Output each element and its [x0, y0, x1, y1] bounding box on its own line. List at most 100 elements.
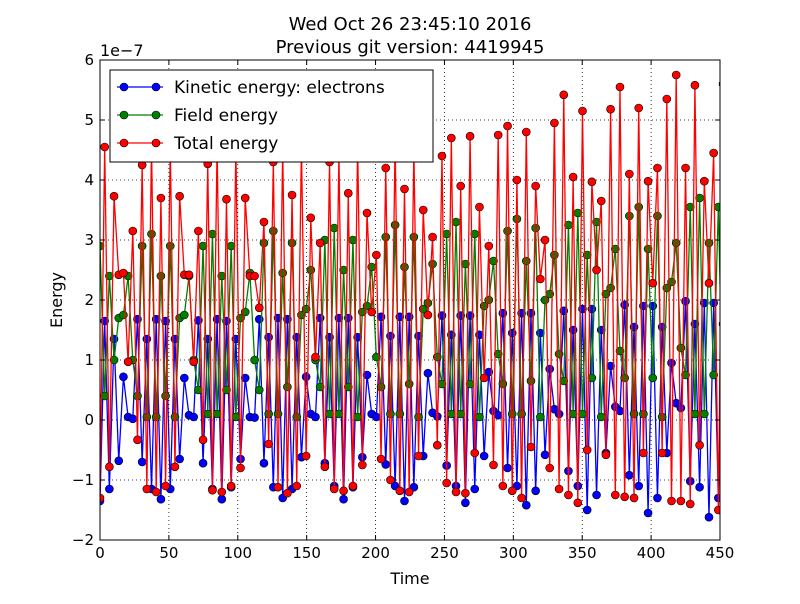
data-point	[507, 486, 517, 496]
data-point	[671, 238, 681, 248]
data-point	[376, 382, 386, 392]
data-point	[100, 142, 109, 152]
data-point	[194, 226, 203, 236]
data-point	[386, 409, 395, 419]
data-point	[119, 372, 128, 382]
data-point	[367, 307, 376, 317]
data-point	[189, 412, 198, 422]
data-point	[423, 368, 433, 378]
data-point	[667, 496, 676, 506]
data-point	[578, 409, 587, 419]
data-point	[100, 493, 105, 503]
data-point	[404, 487, 414, 497]
data-point	[423, 310, 433, 320]
data-point	[250, 271, 259, 281]
data-point	[170, 462, 180, 472]
data-point	[704, 512, 714, 522]
data-point	[545, 364, 555, 374]
data-point	[128, 226, 138, 236]
data-point	[643, 176, 653, 186]
data-point	[165, 241, 175, 251]
data-point	[170, 412, 180, 422]
data-point	[348, 481, 358, 491]
data-point	[526, 376, 536, 386]
data-point	[479, 373, 489, 383]
data-point	[409, 232, 419, 242]
data-point	[564, 490, 573, 500]
data-point	[526, 442, 536, 452]
data-point	[404, 379, 414, 389]
data-point	[109, 355, 119, 365]
data-point	[489, 460, 498, 470]
data-point	[428, 232, 437, 242]
data-point	[208, 485, 217, 495]
data-point	[362, 208, 372, 218]
data-point	[161, 481, 170, 491]
data-point	[639, 448, 648, 458]
data-point	[531, 486, 540, 496]
data-point	[386, 475, 395, 485]
data-point	[592, 265, 601, 275]
data-point	[198, 458, 208, 468]
data-point	[180, 310, 189, 320]
x-tick-label: 50	[159, 544, 178, 562]
data-point	[606, 104, 615, 114]
data-point	[400, 496, 409, 506]
data-point	[123, 357, 133, 367]
data-point	[105, 484, 114, 494]
data-point	[648, 278, 658, 288]
data-point	[484, 295, 494, 305]
data-point	[587, 177, 597, 187]
data-point	[432, 440, 442, 450]
data-point	[395, 409, 405, 419]
data-point	[521, 256, 531, 266]
data-point	[620, 492, 629, 502]
data-point	[685, 499, 695, 509]
data-point	[681, 296, 690, 306]
data-point	[634, 481, 644, 491]
data-point	[629, 409, 639, 419]
data-point	[142, 412, 152, 422]
data-point	[550, 250, 559, 260]
data-point	[236, 463, 245, 473]
data-point	[175, 191, 184, 201]
data-point	[240, 307, 250, 317]
data-point	[498, 379, 508, 389]
data-point	[315, 382, 325, 392]
legend-item: Field energy	[117, 106, 278, 126]
data-point	[592, 490, 601, 500]
data-point	[217, 494, 227, 504]
legend-item: Kinetic energy: electrons	[117, 78, 385, 98]
data-point	[283, 382, 292, 392]
data-point	[437, 151, 447, 161]
data-point	[339, 494, 348, 504]
data-point	[325, 409, 334, 419]
x-tick-label: 400	[637, 544, 666, 562]
data-point	[643, 244, 653, 254]
data-point	[493, 130, 503, 140]
data-point	[184, 270, 194, 280]
data-point	[540, 450, 550, 460]
legend-marker	[151, 138, 161, 148]
data-point	[461, 498, 470, 508]
data-point	[287, 190, 297, 200]
data-point	[372, 412, 381, 422]
data-point	[517, 493, 526, 503]
data-point	[695, 482, 704, 492]
y-tick-label: 3	[84, 231, 94, 249]
chart-title-line2: Previous git version: 4419945	[276, 37, 545, 58]
data-point	[653, 163, 662, 173]
data-point	[676, 403, 686, 413]
data-point	[690, 80, 700, 90]
data-point	[470, 448, 480, 458]
data-point	[512, 175, 522, 185]
data-point	[306, 265, 316, 275]
data-point	[447, 133, 456, 143]
data-point	[189, 357, 198, 367]
x-tick-label: 250	[430, 544, 459, 562]
legend-label: Total energy	[173, 134, 278, 154]
data-point	[704, 278, 714, 288]
data-point	[451, 217, 461, 227]
data-point	[311, 352, 320, 362]
data-point	[503, 121, 512, 131]
